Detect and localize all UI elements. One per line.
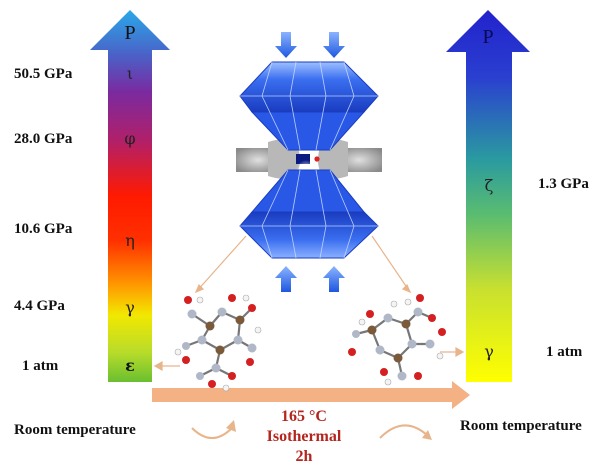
pressure-label-1-3: 1.3 GPa <box>538 176 589 192</box>
pressure-label-28-0: 28.0 GPa <box>14 131 73 147</box>
diamond-anvil-cell <box>236 32 382 292</box>
right-pressure-arrow <box>446 10 530 382</box>
pressure-label-10-6: 10.6 GPa <box>14 221 73 237</box>
ruby <box>314 156 320 162</box>
phase-gamma-left: γ <box>125 298 135 317</box>
compression-arrows <box>275 32 345 292</box>
temperature-label: 165 °C <box>281 408 327 425</box>
heating-curve-arrow <box>191 420 236 439</box>
left-pressure-symbol: P <box>124 22 136 44</box>
sample <box>296 154 310 164</box>
top-diamond <box>239 61 379 151</box>
zoom-guides <box>153 235 465 372</box>
isothermal-label: Isothermal <box>266 428 342 445</box>
molecule-right <box>348 294 446 386</box>
phase-gamma-right: γ <box>484 342 494 361</box>
bottom-diamond <box>239 169 379 259</box>
phase-phi: φ <box>124 129 136 148</box>
pressure-label-1atm-right: 1 atm <box>546 344 583 360</box>
phase-epsilon: ε <box>125 356 135 375</box>
left-pressure-arrow <box>90 10 170 382</box>
duration-label: 2h <box>295 448 313 465</box>
phase-iota: ι <box>126 64 134 83</box>
pressure-label-50-5: 50.5 GPa <box>14 66 73 82</box>
phase-zeta: ζ <box>484 176 494 195</box>
timeline-arrow <box>152 381 470 409</box>
cooling-curve-arrow <box>379 424 432 440</box>
molecule-left <box>174 294 262 392</box>
phase-eta: η <box>125 231 135 250</box>
pressure-label-1atm-left: 1 atm <box>22 358 59 374</box>
room-temperature-end: Room temperature <box>460 418 582 434</box>
pressure-label-4-4: 4.4 GPa <box>14 298 65 314</box>
right-pressure-symbol: P <box>482 26 494 48</box>
room-temperature-start: Room temperature <box>14 422 136 438</box>
